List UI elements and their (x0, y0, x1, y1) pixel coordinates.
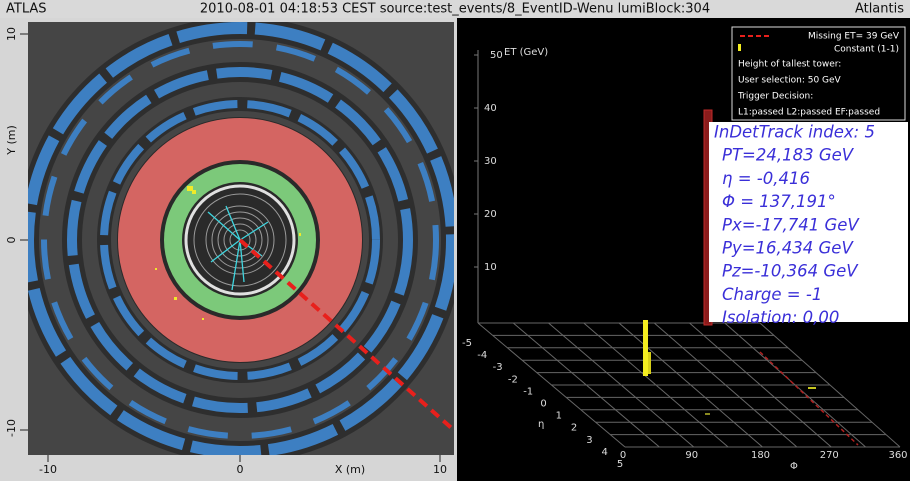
legend: Missing ET= 39 GeV Constant (1-1) Height… (731, 26, 906, 121)
muon-middle (67, 67, 413, 413)
track-info-line: Py=16,434 GeV (722, 239, 854, 258)
grid-line (618, 322, 763, 448)
eta-tick-label: -1 (523, 386, 533, 397)
eta-tick-label: -4 (477, 350, 487, 361)
track-info-line: Φ = 137,191° (722, 192, 836, 211)
track-info-line: Pz=-10,364 GeV (722, 262, 859, 281)
y-tick-label: 10 (5, 27, 18, 41)
hits (155, 186, 301, 320)
et-tick-label: 50 (490, 50, 503, 61)
legend-box (731, 26, 906, 121)
legend-text: Trigger Decision: (737, 92, 813, 102)
y-tick-label: -10 (5, 419, 18, 437)
eta-tick-label: -5 (462, 338, 472, 349)
muon-inner (100, 100, 380, 380)
em-tower (648, 352, 651, 374)
phi-tick-label: 180 (751, 450, 770, 461)
xy-view: 10 0 -10 Y (m) -10 0 10 X (m) (0, 18, 456, 481)
eta-tick-label: 2 (571, 423, 577, 434)
grid-line (548, 322, 695, 448)
grid-line (512, 322, 660, 448)
missing-et (238, 238, 454, 433)
em-calo (164, 164, 316, 316)
track-info-box (709, 122, 908, 322)
legend-swatch (738, 44, 741, 51)
header-bar (0, 0, 910, 18)
y-tick-label: 0 (5, 237, 18, 244)
muon-outer (28, 22, 454, 455)
track-info-line: η = -0,416 (722, 169, 810, 188)
track-info-line: Isolation: 0,00 (722, 308, 839, 327)
lego-grid (477, 322, 901, 448)
grid-line (689, 322, 832, 448)
missing-et-lego (759, 351, 859, 446)
muon-outer-2 (41, 41, 439, 439)
legend-text: User selection: 50 GeV (738, 76, 842, 86)
legend-entry: Constant (1-1) (834, 45, 899, 55)
grid-line (583, 322, 729, 448)
eta-tick-label: 0 (540, 399, 546, 410)
track-info-line: PT=24,183 GeV (722, 146, 855, 165)
detector (28, 22, 454, 455)
inner-detector (193, 193, 287, 287)
grid-line (724, 322, 866, 448)
header-left: ATLAS (6, 2, 47, 17)
eta-tick-label: -2 (508, 374, 518, 385)
phi-tick-label: 270 (820, 450, 839, 461)
et-tick-label: 30 (484, 156, 497, 167)
eta-tick-label: 4 (602, 447, 608, 458)
eta-tick-label: 3 (586, 435, 592, 446)
x-tick-label: -10 (39, 463, 57, 476)
track-info-line: Px=-17,741 GeV (722, 215, 860, 234)
eta-tick-label: 1 (556, 411, 562, 422)
grid-line (477, 322, 626, 448)
eta-tick-label: -3 (493, 362, 503, 373)
x-tick-label: 0 (237, 463, 244, 476)
y-axis-label: Y (m) (5, 125, 18, 156)
track-info-line: Charge = -1 (722, 285, 822, 304)
legend-entry: Missing ET= 39 GeV (808, 32, 900, 42)
track-info: InDetTrack index: 5 PT=24,183 GeV η = -0,4… (714, 123, 875, 328)
eta-tick-label: 5 (617, 459, 623, 470)
xy-axis-ticks (20, 33, 441, 462)
legend-text: L1:passed L2:passed EF:passed (738, 108, 880, 118)
small-tower (705, 413, 710, 415)
grid-line (759, 322, 901, 448)
solenoid (184, 184, 296, 296)
x-tick-label: 10 (433, 463, 447, 476)
et-tick-label: 20 (484, 209, 497, 220)
et-tick-label: 40 (484, 103, 497, 114)
header-center: 2010-08-01 04:18:53 CEST source:test_eve… (200, 2, 710, 17)
track-info-title: InDetTrack index: 5 (714, 123, 875, 142)
phi-tick-label: 90 (685, 450, 698, 461)
phi-axis-label: Φ (790, 461, 798, 472)
em-tower (643, 320, 648, 376)
header-right: Atlantis (855, 2, 904, 17)
x-axis-label: X (m) (335, 463, 365, 476)
et-axis-label: ET (GeV) (504, 47, 548, 58)
et-tick-label: 10 (484, 262, 497, 273)
eta-axis-label: η (538, 419, 544, 430)
hadronic-calo (118, 118, 362, 362)
grid-line (653, 322, 798, 448)
phi-tick-label: 360 (888, 450, 907, 461)
lego-view: ET (GeV) Missing ET= 39 GeV Constant (1-… (457, 18, 910, 481)
phi-tick-label: 0 (620, 450, 626, 461)
small-tower (808, 387, 816, 389)
legend-text: Height of tallest tower: (738, 60, 841, 70)
